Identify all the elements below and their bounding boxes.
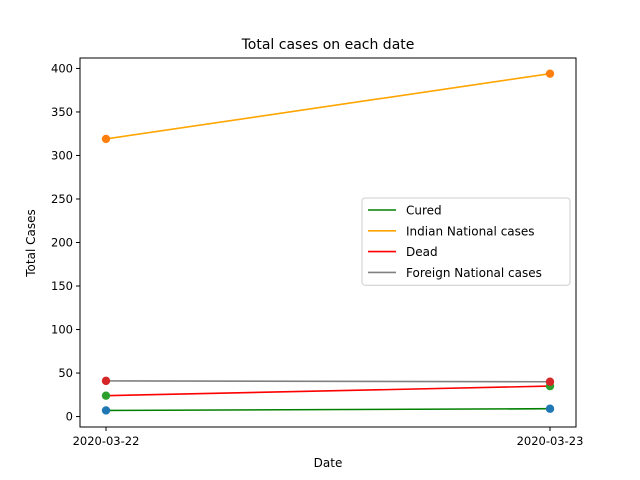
axes: 0 50 100 150 200 250 300 350 400 2020-03-22 2020-0…	[51, 61, 583, 448]
data-point	[101, 391, 111, 400]
x-tick-label: 2020-03-23	[517, 434, 584, 448]
legend-label: Indian National cases	[406, 224, 535, 238]
y-tick-label: 200	[51, 236, 73, 250]
x-tick-label: 2020-03-22	[73, 434, 140, 448]
series-line	[105, 407, 551, 412]
y-tick-label: 350	[51, 105, 73, 119]
legend-label: Dead	[406, 245, 438, 259]
y-tick-label: 100	[51, 323, 73, 337]
legend-label: Cured	[406, 204, 442, 218]
legend: Cured Indian National cases Dead Foreign Na…	[361, 197, 571, 286]
x-axis-label: Date	[314, 456, 343, 470]
y-tick-label: 0	[66, 410, 73, 424]
data-point	[545, 404, 555, 413]
y-tick-label: 150	[51, 279, 73, 293]
legend-label: Foreign National cases	[406, 266, 542, 280]
y-tick-label: 300	[51, 148, 73, 162]
data-point	[545, 377, 555, 386]
data-point	[101, 134, 111, 144]
series-line	[105, 72, 551, 140]
y-tick-label: 400	[51, 61, 73, 75]
plot-area	[101, 69, 555, 415]
data-point	[101, 376, 111, 386]
series-line	[105, 385, 551, 397]
data-point	[101, 406, 111, 415]
y-tick-label: 50	[58, 366, 73, 380]
y-tick-label: 250	[51, 192, 73, 206]
data-point	[545, 69, 555, 78]
legend-frame	[361, 197, 571, 286]
y-axis-label: Total Cases	[24, 209, 38, 277]
series-line	[105, 380, 551, 383]
chart-title: Total cases on each date	[241, 37, 415, 53]
